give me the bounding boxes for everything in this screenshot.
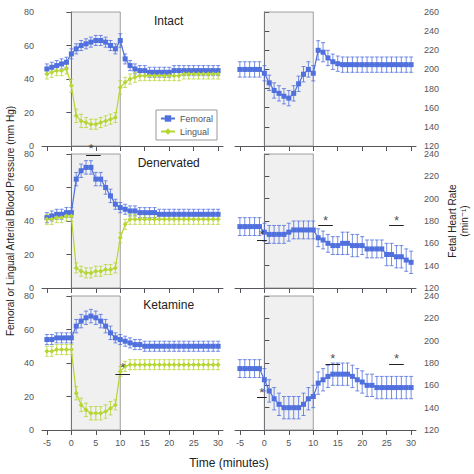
svg-text:Fetal Heart Rate: Fetal Heart Rate xyxy=(447,184,458,258)
svg-text:-5: -5 xyxy=(43,438,51,448)
svg-text:20: 20 xyxy=(24,392,34,402)
svg-text:*: * xyxy=(259,385,264,400)
svg-text:240: 240 xyxy=(424,26,439,36)
svg-text:Femoral or Lingual Arterial Bl: Femoral or Lingual Arterial Blood Pressu… xyxy=(5,106,16,336)
svg-text:Time (minutes): Time (minutes) xyxy=(189,456,269,470)
svg-text:0: 0 xyxy=(29,283,34,293)
svg-text:30: 30 xyxy=(406,438,416,448)
svg-text:140: 140 xyxy=(424,261,439,271)
svg-text:0: 0 xyxy=(29,141,34,151)
svg-text:180: 180 xyxy=(424,84,439,94)
svg-text:Ketamine: Ketamine xyxy=(143,298,194,312)
svg-text:120: 120 xyxy=(424,283,439,293)
svg-text:Denervated: Denervated xyxy=(138,156,200,170)
svg-text:15: 15 xyxy=(333,438,343,448)
svg-text:60: 60 xyxy=(24,183,34,193)
svg-text:Intact: Intact xyxy=(154,14,184,28)
svg-text:*: * xyxy=(394,351,399,366)
svg-text:200: 200 xyxy=(424,194,439,204)
svg-text:220: 220 xyxy=(424,45,439,55)
svg-text:10: 10 xyxy=(115,438,125,448)
svg-text:0: 0 xyxy=(69,438,74,448)
svg-text:80: 80 xyxy=(24,7,34,17)
svg-text:20: 20 xyxy=(24,250,34,260)
svg-text:160: 160 xyxy=(424,380,439,390)
svg-text:40: 40 xyxy=(24,74,34,84)
svg-text:240: 240 xyxy=(424,291,439,301)
svg-text:(min⁻¹): (min⁻¹) xyxy=(459,205,470,236)
svg-text:200: 200 xyxy=(424,64,439,74)
svg-text:15: 15 xyxy=(140,438,150,448)
svg-text:60: 60 xyxy=(24,41,34,51)
svg-text:220: 220 xyxy=(424,313,439,323)
svg-text:80: 80 xyxy=(24,149,34,159)
svg-text:10: 10 xyxy=(308,438,318,448)
svg-text:30: 30 xyxy=(213,438,223,448)
svg-text:200: 200 xyxy=(424,336,439,346)
svg-text:80: 80 xyxy=(24,291,34,301)
svg-text:-5: -5 xyxy=(236,438,244,448)
svg-text:40: 40 xyxy=(24,358,34,368)
svg-text:180: 180 xyxy=(424,358,439,368)
svg-text:Lingual: Lingual xyxy=(180,127,209,137)
svg-text:120: 120 xyxy=(424,425,439,435)
svg-text:20: 20 xyxy=(357,438,367,448)
svg-text:0: 0 xyxy=(262,438,267,448)
svg-text:*: * xyxy=(394,213,399,228)
svg-text:*: * xyxy=(259,227,264,242)
svg-text:5: 5 xyxy=(286,438,291,448)
svg-text:40: 40 xyxy=(24,216,34,226)
svg-text:260: 260 xyxy=(424,7,439,17)
svg-text:0: 0 xyxy=(29,425,34,435)
svg-text:Femoral: Femoral xyxy=(180,114,213,124)
svg-text:240: 240 xyxy=(424,149,439,159)
svg-text:5: 5 xyxy=(93,438,98,448)
svg-text:140: 140 xyxy=(424,122,439,132)
svg-text:220: 220 xyxy=(424,171,439,181)
svg-text:120: 120 xyxy=(424,141,439,151)
svg-text:25: 25 xyxy=(189,438,199,448)
svg-text:25: 25 xyxy=(382,438,392,448)
svg-text:*: * xyxy=(120,360,125,375)
svg-text:*: * xyxy=(88,141,93,156)
svg-text:160: 160 xyxy=(424,103,439,113)
svg-text:180: 180 xyxy=(424,216,439,226)
svg-text:20: 20 xyxy=(164,438,174,448)
svg-text:140: 140 xyxy=(424,403,439,413)
svg-text:20: 20 xyxy=(24,108,34,118)
svg-text:60: 60 xyxy=(24,325,34,335)
svg-text:160: 160 xyxy=(424,238,439,248)
svg-text:*: * xyxy=(323,213,328,228)
svg-text:*: * xyxy=(330,351,335,366)
